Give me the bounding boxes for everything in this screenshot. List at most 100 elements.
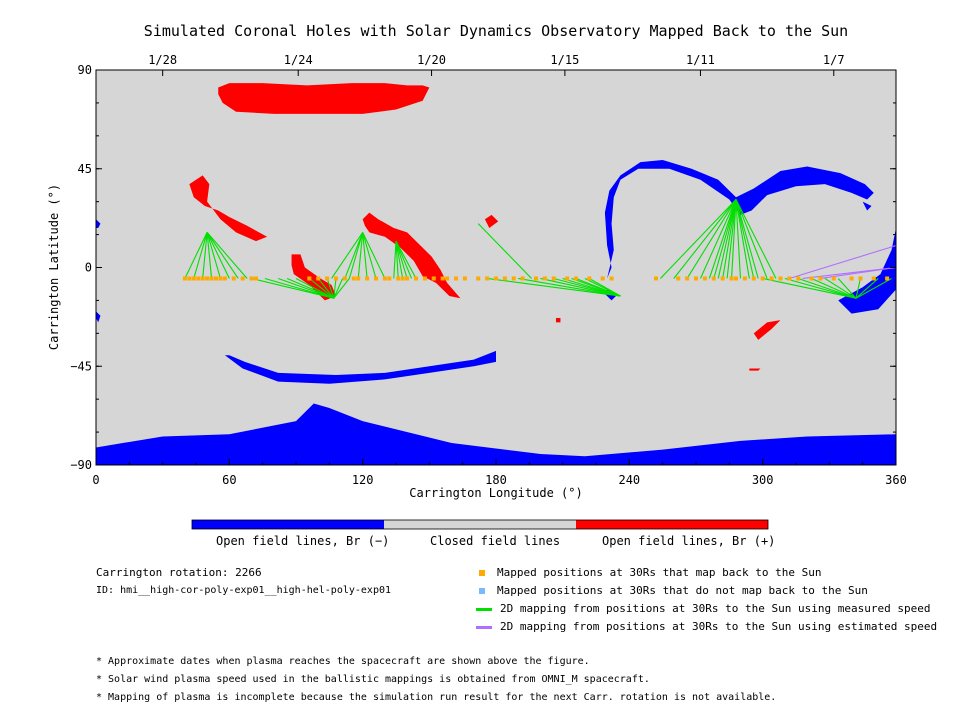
mapped-point-48 <box>609 276 614 281</box>
colorbar-label-negative: Open field lines, Br (−) <box>216 534 390 548</box>
mapped-point-49 <box>654 276 658 281</box>
estimated-mapping-line-0-0 <box>789 245 897 279</box>
mapped-point-0 <box>182 276 187 281</box>
mapped-point-51 <box>685 276 690 281</box>
plot-area <box>96 70 897 465</box>
mapped-point-11 <box>240 276 245 281</box>
mapped-point-14 <box>307 276 312 281</box>
mapped-point-1 <box>187 276 192 281</box>
mapped-point-7 <box>214 276 218 281</box>
mapped-point-13 <box>254 276 258 281</box>
y-tick-label-1: 45 <box>78 162 92 176</box>
measured-mapping-line-1-7 <box>326 278 335 299</box>
mapped-point-59 <box>751 276 756 281</box>
mapped-point-30 <box>431 276 436 281</box>
legend-label-mapped: Mapped positions at 30Rs that map back t… <box>497 566 822 579</box>
measured-mapping-line-2-4 <box>362 232 368 279</box>
mapped-point-17 <box>334 276 338 281</box>
mapped-point-52 <box>694 276 698 281</box>
measured-mapping-line-1-3 <box>286 277 334 299</box>
date-tick-label-5: 1/7 <box>823 53 845 67</box>
colorbar-segment-0 <box>192 520 384 529</box>
colorbar-frame <box>191 519 769 530</box>
mapped-point-18 <box>342 276 347 281</box>
mapped-point-33 <box>454 276 458 281</box>
legend-item-estimated: 2D mapping from positions at 30Rs to the… <box>476 620 937 633</box>
measured-mapping-line-3-2 <box>395 241 404 279</box>
measured-mapping-line-0-7 <box>206 232 248 279</box>
mapped-point-10 <box>231 276 236 281</box>
measured-mapping-line-1-0 <box>251 277 334 299</box>
measured-mapping-line-6-8 <box>726 199 737 279</box>
measured-mapping-line-4-0 <box>477 223 532 279</box>
mapped-point-26 <box>400 276 405 281</box>
measured-mapping-line-6-5 <box>713 199 737 279</box>
measured-mapping-line-6-15 <box>735 199 777 279</box>
mapped-point-23 <box>382 276 387 281</box>
date-tick-label-3: 1/15 <box>550 53 579 67</box>
mapped-point-55 <box>720 276 725 281</box>
x-tick-label-4: 240 <box>618 473 640 487</box>
negative-coronal-hole-0 <box>96 403 896 465</box>
date-tick-label-1: 1/24 <box>284 53 313 67</box>
positive-coronal-hole-0 <box>218 83 430 114</box>
carrington-rotation: Carrington rotation: 2266 <box>96 566 262 579</box>
measured-mapping-line-0-6 <box>206 232 239 279</box>
measured-mapping-line-5-6 <box>575 277 621 297</box>
measured-mapping-line-3-5 <box>395 240 417 279</box>
mapped-point-31 <box>440 276 445 281</box>
positive-coronal-hole-4 <box>484 214 499 228</box>
positive-coronal-hole-2 <box>291 254 336 301</box>
legend-label-estimated: 2D mapping from positions at 30Rs to the… <box>500 620 938 633</box>
measured-mapping-line-6-10 <box>735 199 741 279</box>
mapped-point-4 <box>200 276 205 281</box>
x-tick-label-5: 300 <box>752 473 774 487</box>
mapped-point-54 <box>711 276 716 281</box>
measured-mapping-line-2-5 <box>362 232 377 279</box>
mapped-point-19 <box>351 276 356 281</box>
positive-coronal-hole-1 <box>189 175 268 242</box>
measured-mapping-line-2-1 <box>344 232 364 279</box>
measured-mapping-line-5-8 <box>589 277 621 297</box>
measured-mapping-line-7-8 <box>855 277 892 299</box>
mapped-swatch <box>479 570 485 576</box>
negative-coronal-hole-1 <box>224 350 496 384</box>
measured-mapping-line-5-1 <box>518 277 621 297</box>
measured-mapping-line-0-4 <box>206 232 221 279</box>
measured-mapping-line-0-0 <box>184 232 208 279</box>
x-tick-label-2: 120 <box>352 473 374 487</box>
x-tick-label-3: 180 <box>485 473 507 487</box>
measured-mapping-line-2-3 <box>357 232 364 279</box>
measured-mapping-line-2-6 <box>362 232 386 279</box>
date-tick-label-2: 1/20 <box>417 53 446 67</box>
measured-mapping-line-7-4 <box>824 278 857 299</box>
mapped-point-2 <box>191 276 196 281</box>
mapped-point-66 <box>818 276 823 281</box>
measured-mapping-line-1-4 <box>295 277 335 299</box>
measured-mapping-line-1-5 <box>308 278 335 299</box>
positive-coronal-hole-7 <box>556 317 561 323</box>
mapped-point-36 <box>485 276 490 281</box>
mapped-point-21 <box>365 276 370 281</box>
mapped-point-71 <box>885 276 890 281</box>
mapped-point-38 <box>502 276 507 281</box>
measured-mapping-line-1-6 <box>317 278 335 299</box>
measured-mapping-line-0-5 <box>206 232 230 279</box>
negative-coronal-hole-4 <box>838 228 896 314</box>
mapped-point-60 <box>760 276 765 281</box>
measured-mapping-line-6-2 <box>686 199 737 279</box>
mapped-point-64 <box>796 276 801 281</box>
footnote-dates: * Approximate dates when plasma reaches … <box>96 656 590 667</box>
measured-mapping-line-6-12 <box>735 199 755 279</box>
colorbar-label-closed: Closed field lines <box>430 534 561 548</box>
x-tick-label-1: 60 <box>222 473 236 487</box>
unmapped-swatch <box>479 588 485 594</box>
measured-mapping-line-0-1 <box>193 232 208 279</box>
mapped-point-5 <box>205 276 210 281</box>
x-tick-label-6: 360 <box>885 473 907 487</box>
mapped-point-41 <box>534 276 538 281</box>
y-axis-label: Carrington Latitude (°) <box>47 184 61 350</box>
y-tick-label-4: −90 <box>70 458 92 472</box>
mapped-point-42 <box>542 276 547 281</box>
